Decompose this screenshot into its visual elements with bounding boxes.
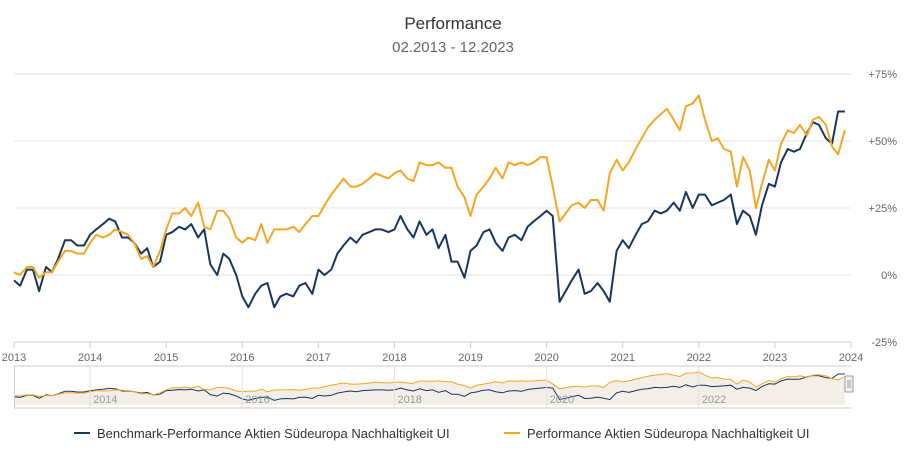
grid-lines (14, 73, 851, 343)
x-axis: 2013 2014 2015 2016 2017 2018 2019 2020 2021 2022… (2, 341, 863, 364)
main-plot-area (13, 94, 846, 309)
navigator-tick-label: 2022 (702, 394, 726, 406)
navigator[interactable]: 2014 2016 2018 2020 2022 (13, 365, 854, 409)
legend-label-performance: Performance Aktien Südeuropa Nachhaltigk… (527, 426, 810, 441)
navigator-handle-right[interactable] (844, 375, 854, 393)
legend[interactable]: Benchmark-Performance Aktien Südeuropa N… (74, 426, 810, 441)
x-tick-label: 2017 (306, 352, 330, 364)
x-tick-label: 2016 (230, 352, 254, 364)
y-tick-label: -25% (871, 337, 897, 349)
legend-item-performance[interactable]: Performance Aktien Südeuropa Nachhaltigk… (504, 426, 810, 441)
series-line-performance (13, 94, 846, 279)
x-tick-label: 2020 (534, 352, 558, 364)
x-tick-label: 2015 (154, 352, 178, 364)
x-tick-label: 2024 (839, 352, 863, 364)
navigator-mask-left (14, 366, 15, 408)
navigator-tick-label: 2018 (397, 394, 421, 406)
navigator-tick-label: 2020 (550, 394, 574, 406)
navigator-area (14, 371, 845, 405)
navigator-tick-label: 2016 (245, 394, 269, 406)
x-tick-label: 2014 (78, 352, 102, 364)
chart-title: Performance (404, 14, 501, 33)
navigator-x-ticks: 2014 2016 2018 2020 2022 (89, 366, 726, 408)
x-tick-label: 2018 (382, 352, 406, 364)
x-tick-label: 2021 (610, 352, 634, 364)
y-tick-label: 0% (881, 270, 897, 282)
x-tick-label: 2019 (458, 352, 482, 364)
x-tick-label: 2023 (763, 352, 787, 364)
y-axis-ticks: +75% +50% +25% 0% -25% (869, 69, 898, 349)
navigator-line-performance (13, 371, 846, 397)
navigator-series (13, 371, 846, 405)
y-tick-label: +25% (869, 203, 898, 215)
x-tick-label: 2013 (2, 352, 26, 364)
navigator-tick-label: 2014 (93, 394, 117, 406)
legend-item-benchmark[interactable]: Benchmark-Performance Aktien Südeuropa N… (74, 426, 450, 441)
legend-label-benchmark: Benchmark-Performance Aktien Südeuropa N… (97, 426, 450, 441)
y-tick-label: +75% (869, 69, 898, 81)
y-tick-label: +50% (869, 136, 898, 148)
chart-subtitle: 02.2013 - 12.2023 (392, 39, 514, 56)
x-tick-label: 2022 (687, 352, 711, 364)
